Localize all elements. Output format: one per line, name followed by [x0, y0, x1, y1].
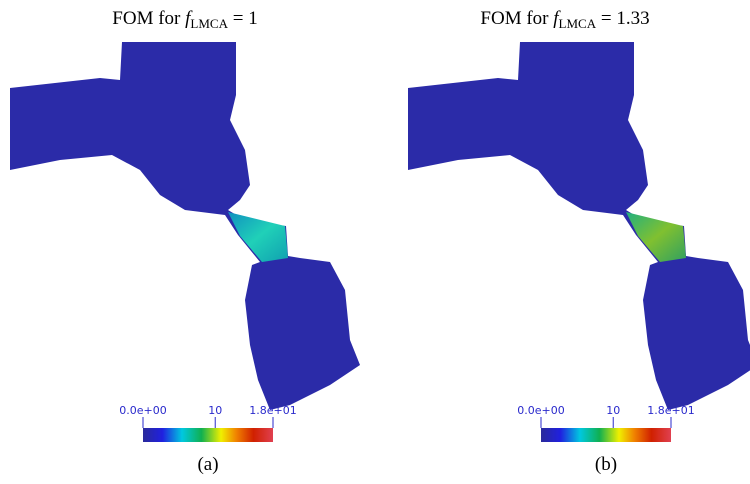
colorbar-tick-label: 1.8e+01 — [249, 404, 296, 417]
stenosis — [626, 212, 686, 262]
title-rest: = 1.33 — [596, 8, 649, 29]
colorbar-tick-label: 0.0e+00 — [517, 404, 564, 417]
title-var: f — [185, 8, 193, 29]
title-sub: LMCA — [559, 16, 597, 31]
panel-b: FOM for fLMCA = 1.33 (b) — [408, 8, 750, 475]
colorbar-tick-label: 0.0e+00 — [119, 404, 166, 417]
title-prefix: FOM for — [480, 8, 553, 29]
colorbar-tick-label: 10 — [208, 404, 222, 417]
colorbar-tick-label: 10 — [606, 404, 620, 417]
panel-a: FOM for fLMCA = 1 (a) — [10, 8, 360, 475]
title-rest: = 1 — [228, 8, 258, 29]
vessel — [10, 42, 360, 410]
panel-title: FOM for fLMCA = 1 — [112, 8, 257, 31]
caption: (b) — [595, 454, 617, 475]
panel-title: FOM for fLMCA = 1.33 — [480, 8, 649, 31]
title-var: f — [553, 8, 561, 29]
stenosis — [228, 212, 288, 262]
colorbar — [143, 428, 273, 442]
caption: (a) — [197, 454, 218, 475]
colorbar-tick-label: 1.8e+01 — [647, 404, 694, 417]
title-prefix: FOM for — [112, 8, 185, 29]
colorbar — [541, 428, 671, 442]
vessel — [408, 42, 750, 410]
title-sub: LMCA — [190, 16, 228, 31]
